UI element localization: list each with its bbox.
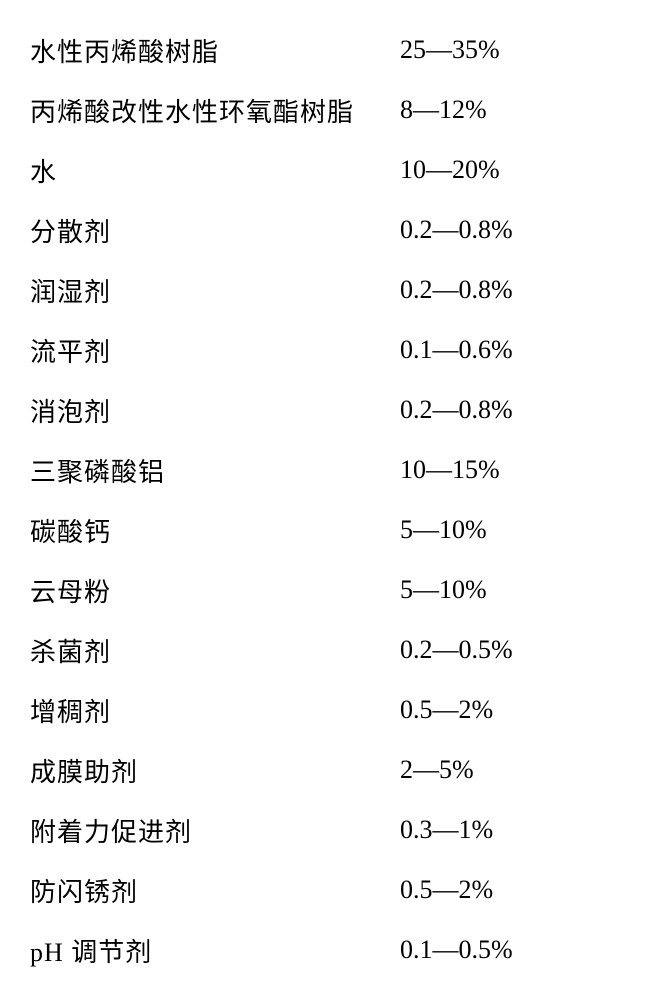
table-row: 润湿剂 0.2—0.8% — [30, 260, 618, 320]
table-row: 水 10—20% — [30, 140, 618, 200]
ingredient-name: 润湿剂 — [30, 272, 400, 309]
ingredient-name: 云母粉 — [30, 572, 400, 609]
ingredient-percentage: 0.5—2% — [400, 695, 493, 725]
ingredient-percentage: 0.2—0.8% — [400, 215, 513, 245]
ingredient-name: 分散剂 — [30, 212, 400, 249]
ingredient-percentage: 0.2—0.8% — [400, 275, 513, 305]
ingredient-name: 水性丙烯酸树脂 — [30, 32, 400, 69]
ingredient-name: 流平剂 — [30, 332, 400, 369]
ingredient-name: 附着力促进剂 — [30, 812, 400, 849]
table-row: 消泡剂 0.2—0.8% — [30, 380, 618, 440]
ingredient-name: 成膜助剂 — [30, 752, 400, 789]
ingredient-percentage: 0.5—2% — [400, 875, 493, 905]
ingredient-name: 杀菌剂 — [30, 632, 400, 669]
table-row: 云母粉 5—10% — [30, 560, 618, 620]
ingredient-percentage: 10—15% — [400, 455, 500, 485]
ingredient-percentage: 8—12% — [400, 95, 487, 125]
table-row: 三聚磷酸铝 10—15% — [30, 440, 618, 500]
ingredient-percentage: 0.2—0.8% — [400, 395, 513, 425]
table-row: 水性丙烯酸树脂 25—35% — [30, 20, 618, 80]
ingredient-percentage: 10—20% — [400, 155, 500, 185]
ingredient-percentage: 0.1—0.5% — [400, 935, 513, 965]
ingredient-percentage: 0.3—1% — [400, 815, 493, 845]
table-row: 增稠剂 0.5—2% — [30, 680, 618, 740]
ingredient-percentage: 0.2—0.5% — [400, 635, 513, 665]
composition-table: 水性丙烯酸树脂 25—35% 丙烯酸改性水性环氧酯树脂 8—12% 水 10—2… — [30, 20, 618, 980]
table-row: 防闪锈剂 0.5—2% — [30, 860, 618, 920]
ingredient-name: 丙烯酸改性水性环氧酯树脂 — [30, 92, 400, 129]
table-row: pH 调节剂 0.1—0.5% — [30, 920, 618, 980]
ingredient-name: 消泡剂 — [30, 392, 400, 429]
table-row: 附着力促进剂 0.3—1% — [30, 800, 618, 860]
ingredient-percentage: 5—10% — [400, 575, 487, 605]
ingredient-percentage: 25—35% — [400, 35, 500, 65]
table-row: 杀菌剂 0.2—0.5% — [30, 620, 618, 680]
ingredient-name: 碳酸钙 — [30, 512, 400, 549]
ingredient-name: 防闪锈剂 — [30, 872, 400, 909]
table-row: 成膜助剂 2—5% — [30, 740, 618, 800]
ingredient-percentage: 5—10% — [400, 515, 487, 545]
table-row: 流平剂 0.1—0.6% — [30, 320, 618, 380]
table-row: 分散剂 0.2—0.8% — [30, 200, 618, 260]
table-row: 碳酸钙 5—10% — [30, 500, 618, 560]
ingredient-name: pH 调节剂 — [30, 932, 400, 969]
ingredient-name: 三聚磷酸铝 — [30, 452, 400, 489]
ingredient-name: 增稠剂 — [30, 692, 400, 729]
ingredient-name: 水 — [30, 152, 400, 189]
table-row: 丙烯酸改性水性环氧酯树脂 8—12% — [30, 80, 618, 140]
ingredient-percentage: 0.1—0.6% — [400, 335, 513, 365]
ingredient-percentage: 2—5% — [400, 755, 474, 785]
